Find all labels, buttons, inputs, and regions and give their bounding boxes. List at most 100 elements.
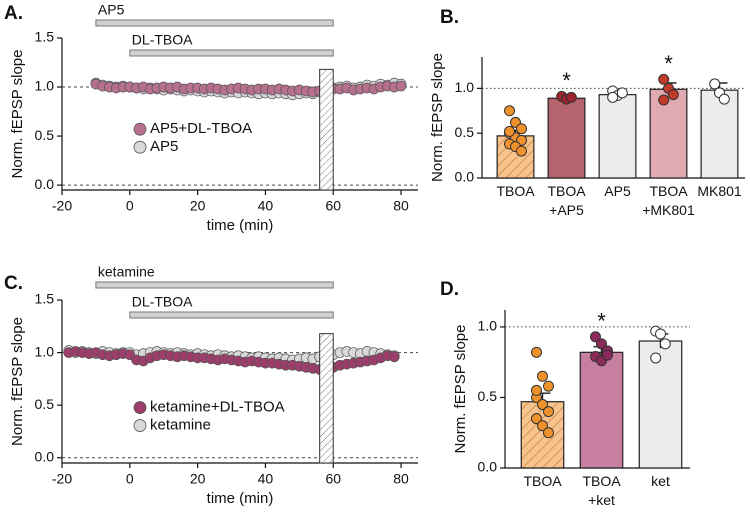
y-axis-title: Norm. fEPSP slope xyxy=(452,325,469,454)
bar xyxy=(700,89,739,179)
data-point xyxy=(590,331,601,343)
x-tick-label-line: TBOA xyxy=(523,473,562,489)
x-tick-label-line: +ket xyxy=(588,492,615,508)
panel-label: D. xyxy=(440,279,459,300)
y-tick-label: 1.0 xyxy=(35,78,55,94)
y-tick-label: 0.5 xyxy=(35,127,55,143)
measurement-window xyxy=(319,68,334,191)
legend-label: ketamine+DL-TBOA xyxy=(150,399,285,416)
x-tick-label: 80 xyxy=(393,198,409,214)
x-tick-label: 0 xyxy=(126,471,134,487)
data-point xyxy=(531,346,542,358)
x-tick-label-line: TBOA xyxy=(649,183,688,199)
data-point xyxy=(516,145,527,157)
data-point xyxy=(718,93,730,105)
bar xyxy=(598,94,637,179)
bar xyxy=(520,401,565,469)
panel-label: C. xyxy=(4,273,23,294)
bar xyxy=(638,340,683,469)
y-tick-label: 0.0 xyxy=(478,459,498,475)
x-tick-label: 20 xyxy=(190,471,206,487)
x-tick-label: ket xyxy=(651,473,670,489)
x-tick-label-line: +MK801 xyxy=(642,202,695,218)
legend-label: AP5+DL-TBOA xyxy=(150,120,252,137)
application-label: ketamine xyxy=(98,264,155,280)
legend-label: ketamine xyxy=(150,417,211,434)
data-point xyxy=(543,406,554,418)
x-axis-title: time (min) xyxy=(207,217,274,234)
y-tick-label: 0.0 xyxy=(35,176,55,192)
x-tick-label-line: +AP5 xyxy=(549,202,584,218)
legend-marker xyxy=(133,140,147,154)
data-point xyxy=(531,413,542,425)
y-tick-label: 1.0 xyxy=(478,318,498,334)
data-point xyxy=(602,349,613,361)
legend-label: AP5 xyxy=(150,138,178,155)
data-point xyxy=(650,352,662,364)
data-point xyxy=(516,123,527,135)
y-tick-label: 0.5 xyxy=(455,124,475,140)
x-tick-label: TBOA +MK801 xyxy=(642,183,695,218)
y-tick-label: 1.5 xyxy=(35,291,55,307)
legend-marker xyxy=(133,419,147,432)
y-axis-title: Norm. fEPSP slope xyxy=(9,317,26,446)
bar xyxy=(649,88,688,179)
x-tick-label-line: ket xyxy=(651,473,670,489)
x-tick-label: -20 xyxy=(52,198,72,214)
measurement-window xyxy=(319,333,334,464)
x-tick-label-line: AP5 xyxy=(604,183,631,199)
y-tick-label: 0.5 xyxy=(478,388,498,404)
x-axis-title: time (min) xyxy=(207,490,274,507)
bar xyxy=(547,97,586,179)
panel-label: A. xyxy=(4,3,23,24)
panel-label: B. xyxy=(440,7,459,28)
application-label: DL-TBOA xyxy=(132,32,193,48)
x-tick-label: 80 xyxy=(393,471,409,487)
application-label: DL-TBOA xyxy=(132,294,193,310)
legend-marker xyxy=(133,122,147,136)
significance-marker: * xyxy=(597,309,606,334)
data-point xyxy=(565,91,577,103)
significance-marker: * xyxy=(562,68,571,93)
x-tick-label: 0 xyxy=(126,198,134,214)
y-tick-label: 1.0 xyxy=(35,343,55,359)
y-tick-label: 0.0 xyxy=(35,448,55,464)
data-point xyxy=(395,80,407,92)
y-tick-label: 1.0 xyxy=(455,79,475,95)
data-point xyxy=(537,370,548,382)
y-axis-title: Norm. fEPSP slope xyxy=(9,50,26,179)
x-tick-label: 40 xyxy=(258,471,274,487)
x-tick-label-line: TBOA xyxy=(547,183,586,199)
x-tick-label: TBOA +AP5 xyxy=(547,183,586,218)
data-point xyxy=(543,427,554,439)
x-tick-label: MK801 xyxy=(697,183,742,199)
data-point xyxy=(388,351,400,363)
data-point xyxy=(531,384,542,396)
data-point xyxy=(504,125,515,137)
application-bar xyxy=(129,311,334,319)
x-tick-label: TBOA xyxy=(496,183,535,199)
data-point xyxy=(658,94,670,106)
data-point xyxy=(537,399,548,411)
data-point xyxy=(607,91,619,103)
data-point xyxy=(655,328,666,340)
x-tick-label: AP5 xyxy=(604,183,631,199)
data-point xyxy=(659,338,671,350)
x-tick-label: TBOA xyxy=(523,473,562,489)
data-point xyxy=(543,380,554,392)
data-point xyxy=(658,73,670,85)
significance-marker: * xyxy=(664,51,673,76)
application-bar xyxy=(95,281,334,289)
x-tick-label: -20 xyxy=(52,471,72,487)
legend-marker xyxy=(133,401,147,414)
data-point xyxy=(504,105,515,117)
x-tick-label-line: TBOA xyxy=(496,183,535,199)
y-tick-label: 0.5 xyxy=(35,396,55,412)
x-tick-label-line: MK801 xyxy=(697,183,742,199)
x-tick-label: 40 xyxy=(258,198,274,214)
application-bar xyxy=(129,49,334,57)
data-point xyxy=(667,89,679,101)
data-point xyxy=(709,78,721,90)
data-point xyxy=(596,338,607,350)
